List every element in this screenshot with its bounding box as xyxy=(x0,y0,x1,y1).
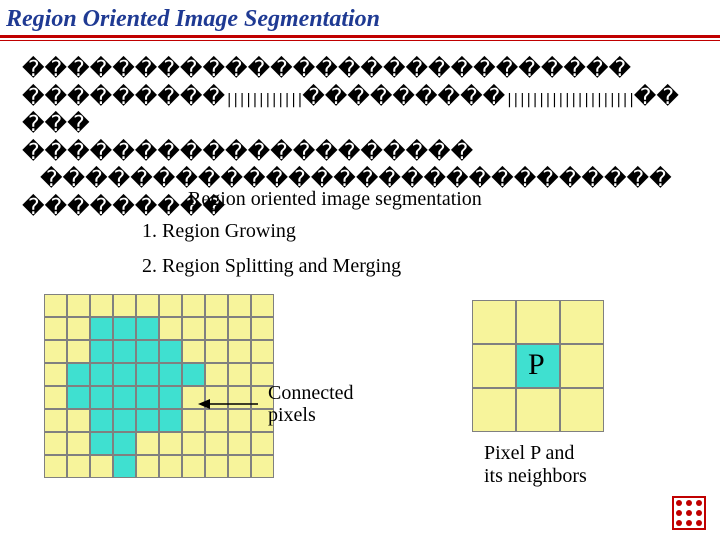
grid-cell xyxy=(113,363,136,386)
grid-cell xyxy=(159,363,182,386)
grid-cell xyxy=(90,432,113,455)
grid-cell xyxy=(67,340,90,363)
grid-cell xyxy=(228,455,251,478)
grid-cell xyxy=(136,317,159,340)
grid-cell xyxy=(44,409,67,432)
grid-cell xyxy=(182,340,205,363)
glyph-line: �������������������� xyxy=(22,138,698,166)
grid-cell xyxy=(251,340,274,363)
grid-cell xyxy=(67,409,90,432)
grid-cell xyxy=(67,363,90,386)
grid-cell xyxy=(516,388,560,432)
grid-cell xyxy=(159,455,182,478)
grid-cell xyxy=(44,455,67,478)
grid-cell xyxy=(136,363,159,386)
method-list: 1. Region Growing 2. Region Splitting an… xyxy=(42,220,720,278)
grid-cell xyxy=(205,455,228,478)
grid-cell xyxy=(228,294,251,317)
title-underline xyxy=(0,35,720,38)
grid-cell xyxy=(44,294,67,317)
grid-cell xyxy=(205,317,228,340)
label-line: Connected xyxy=(268,382,354,404)
grid-cell xyxy=(136,432,159,455)
page-title: Region Oriented Image Segmentation xyxy=(0,0,720,35)
grid-cell xyxy=(159,432,182,455)
grid-cell xyxy=(159,340,182,363)
grid-cell xyxy=(228,363,251,386)
grid-cell xyxy=(182,455,205,478)
grid-cell xyxy=(159,317,182,340)
grid-cell xyxy=(113,455,136,478)
list-item: 2. Region Splitting and Merging xyxy=(142,255,720,278)
grid-cell xyxy=(90,340,113,363)
grid-cell xyxy=(44,363,67,386)
grid-cell xyxy=(67,455,90,478)
grid-cell xyxy=(205,340,228,363)
caption-line: Pixel P and xyxy=(484,442,587,465)
grid-cell xyxy=(205,432,228,455)
grid-cell xyxy=(136,409,159,432)
grid-cell xyxy=(251,455,274,478)
grid-cell xyxy=(113,409,136,432)
connected-pixels-grid xyxy=(44,294,274,478)
center-pixel-label: P xyxy=(528,348,545,382)
grid-cell xyxy=(136,340,159,363)
glyph-line: ���������||||||||||||���������||||||||||… xyxy=(22,83,698,138)
grid-cell xyxy=(113,317,136,340)
overlay-sentence: Region oriented image segmentation xyxy=(188,188,482,211)
grid-cell xyxy=(159,386,182,409)
pixel-neighbors-caption: Pixel P and its neighbors xyxy=(484,442,587,488)
grid-cell xyxy=(159,294,182,317)
grid-cell xyxy=(159,409,182,432)
grid-cell xyxy=(228,340,251,363)
grid-cell xyxy=(182,363,205,386)
grid-cell xyxy=(113,432,136,455)
grid-cell xyxy=(67,294,90,317)
grid-cell xyxy=(113,340,136,363)
grid-cell xyxy=(472,300,516,344)
connected-pixels-label: Connectedpixels xyxy=(260,382,354,426)
caption-line: its neighbors xyxy=(484,465,587,488)
grid-cell xyxy=(182,432,205,455)
grid-cell xyxy=(251,317,274,340)
glyph-line: ��������������������������� xyxy=(22,55,698,83)
grid-cell xyxy=(90,294,113,317)
grid-cell xyxy=(90,317,113,340)
title-underline-thin xyxy=(0,40,720,41)
corner-logo-icon xyxy=(672,496,706,530)
grid-cell xyxy=(136,294,159,317)
grid-cell xyxy=(205,363,228,386)
grid-cell xyxy=(113,294,136,317)
grid-cell xyxy=(67,386,90,409)
grid-cell xyxy=(516,300,560,344)
grid-cell xyxy=(228,317,251,340)
grid-cell xyxy=(90,455,113,478)
grid-cell xyxy=(67,432,90,455)
grid-cell xyxy=(136,386,159,409)
label-line: pixels xyxy=(268,404,354,426)
grid-cell xyxy=(90,363,113,386)
grid-cell xyxy=(560,300,604,344)
grid-cell xyxy=(136,455,159,478)
grid-cell xyxy=(182,294,205,317)
grid-cell xyxy=(205,294,228,317)
grid-cell xyxy=(472,388,516,432)
grid-cell xyxy=(44,317,67,340)
grid-cell xyxy=(90,409,113,432)
grid-cell xyxy=(44,432,67,455)
grid-cell xyxy=(44,386,67,409)
grid-cell xyxy=(228,432,251,455)
grid-cell xyxy=(113,386,136,409)
grid-cell xyxy=(472,344,516,388)
list-item: 1. Region Growing xyxy=(142,220,720,243)
grid-cell xyxy=(251,294,274,317)
arrow-icon xyxy=(198,394,260,414)
grid-cell xyxy=(90,386,113,409)
grid-cell xyxy=(560,344,604,388)
grid-cell xyxy=(44,340,67,363)
grid-cell xyxy=(251,432,274,455)
grid-cell xyxy=(182,317,205,340)
grid-cell xyxy=(67,317,90,340)
grid-cell xyxy=(560,388,604,432)
